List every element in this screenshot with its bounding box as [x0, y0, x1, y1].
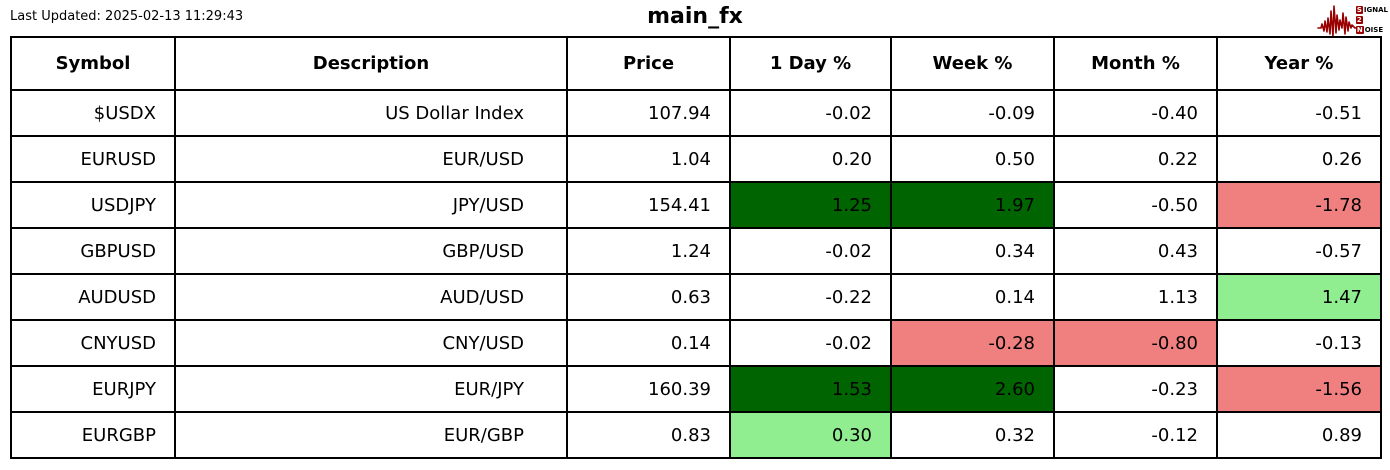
cell-day: 0.30 — [729, 411, 892, 459]
cell-day: -0.02 — [729, 319, 892, 367]
cell-week: 2.60 — [890, 365, 1055, 413]
cell-price: 1.24 — [566, 227, 731, 275]
table-row-USDJPY: USDJPY JPY/USD 154.41 1.25 1.97 -0.50 -1.78 — [10, 181, 1382, 229]
cell-price: 160.39 — [566, 365, 731, 413]
cell-price: 154.41 — [566, 181, 731, 229]
cell-day: -0.02 — [729, 227, 892, 275]
logo-line-2: 2 — [1355, 16, 1363, 24]
table-row-GBPUSD: GBPUSD GBP/USD 1.24 -0.02 0.34 0.43 -0.57 — [10, 227, 1382, 275]
cell-week: 0.50 — [890, 135, 1055, 183]
cell-month: -0.80 — [1053, 319, 1218, 367]
cell-desc: EUR/JPY — [174, 365, 568, 413]
table-row-EURJPY: EURJPY EUR/JPY 160.39 1.53 2.60 -0.23 -1.56 — [10, 365, 1382, 413]
cell-month: -0.40 — [1053, 89, 1218, 137]
logo-text: S IGNAL 2 N OISE — [1355, 5, 1388, 35]
cell-desc: CNY/USD — [174, 319, 568, 367]
cell-desc: EUR/GBP — [174, 411, 568, 459]
fx-table-head: Symbol Description Price 1 Day % Week % Month… — [10, 36, 1382, 91]
cell-day: -0.02 — [729, 89, 892, 137]
cell-week: 1.97 — [890, 181, 1055, 229]
cell-week: 0.32 — [890, 411, 1055, 459]
cell-month: 0.43 — [1053, 227, 1218, 275]
cell-week: -0.09 — [890, 89, 1055, 137]
cell-week: 0.34 — [890, 227, 1055, 275]
cell-symbol: EURGBP — [10, 411, 176, 459]
logo-line-signal: S IGNAL — [1355, 6, 1388, 14]
cell-month: 0.22 — [1053, 135, 1218, 183]
cell-day: -0.22 — [729, 273, 892, 321]
logo-line-noise: N OISE — [1355, 26, 1384, 34]
cell-price: 0.14 — [566, 319, 731, 367]
column-header-year: Year % — [1216, 36, 1382, 91]
cell-month: -0.12 — [1053, 411, 1218, 459]
fx-table-body: $USDX US Dollar Index 107.94 -0.02 -0.09 -0.4… — [10, 89, 1382, 459]
cell-symbol: EURUSD — [10, 135, 176, 183]
column-header-week: Week % — [890, 36, 1055, 91]
cell-year: -1.56 — [1216, 365, 1382, 413]
cell-year: 1.47 — [1216, 273, 1382, 321]
cell-desc: AUD/USD — [174, 273, 568, 321]
column-header-desc: Description — [174, 36, 568, 91]
cell-month: 1.13 — [1053, 273, 1218, 321]
table-row-EURGBP: EURGBP EUR/GBP 0.83 0.30 0.32 -0.12 0.89 — [10, 411, 1382, 459]
signal-2-noise-logo: S IGNAL 2 N OISE — [1317, 3, 1388, 37]
waveform-icon — [1317, 5, 1363, 37]
table-row-CNYUSD: CNYUSD CNY/USD 0.14 -0.02 -0.28 -0.80 -0.13 — [10, 319, 1382, 367]
cell-day: 1.53 — [729, 365, 892, 413]
cell-symbol: GBPUSD — [10, 227, 176, 275]
last-updated-label: Last Updated: 2025-02-13 11:29:43 — [10, 9, 244, 24]
cell-symbol: USDJPY — [10, 181, 176, 229]
cell-price: 0.63 — [566, 273, 731, 321]
cell-price: 107.94 — [566, 89, 731, 137]
cell-year: -1.78 — [1216, 181, 1382, 229]
cell-price: 1.04 — [566, 135, 731, 183]
cell-year: 0.26 — [1216, 135, 1382, 183]
top-bar: Last Updated: 2025-02-13 11:29:43 main_f… — [0, 0, 1390, 37]
cell-week: -0.28 — [890, 319, 1055, 367]
table-row-AUDUSD: AUDUSD AUD/USD 0.63 -0.22 0.14 1.13 1.47 — [10, 273, 1382, 321]
cell-month: -0.23 — [1053, 365, 1218, 413]
cell-desc: JPY/USD — [174, 181, 568, 229]
cell-year: -0.51 — [1216, 89, 1382, 137]
header-row: Symbol Description Price 1 Day % Week % Month… — [10, 36, 1382, 91]
cell-symbol: CNYUSD — [10, 319, 176, 367]
cell-price: 0.83 — [566, 411, 731, 459]
fx-table: Symbol Description Price 1 Day % Week % Month… — [10, 36, 1382, 459]
cell-desc: EUR/USD — [174, 135, 568, 183]
cell-symbol: EURJPY — [10, 365, 176, 413]
cell-desc: GBP/USD — [174, 227, 568, 275]
table-row-$USDX: $USDX US Dollar Index 107.94 -0.02 -0.09 -0.4… — [10, 89, 1382, 137]
cell-symbol: AUDUSD — [10, 273, 176, 321]
cell-symbol: $USDX — [10, 89, 176, 137]
cell-day: 1.25 — [729, 181, 892, 229]
column-header-month: Month % — [1053, 36, 1218, 91]
cell-day: 0.20 — [729, 135, 892, 183]
cell-month: -0.50 — [1053, 181, 1218, 229]
cell-desc: US Dollar Index — [174, 89, 568, 137]
column-header-price: Price — [566, 36, 731, 91]
cell-year: -0.57 — [1216, 227, 1382, 275]
cell-week: 0.14 — [890, 273, 1055, 321]
table-row-EURUSD: EURUSD EUR/USD 1.04 0.20 0.50 0.22 0.26 — [10, 135, 1382, 183]
cell-year: 0.89 — [1216, 411, 1382, 459]
cell-year: -0.13 — [1216, 319, 1382, 367]
page-title: main_fx — [647, 4, 743, 29]
column-header-symbol: Symbol — [10, 36, 176, 91]
column-header-day: 1 Day % — [729, 36, 892, 91]
